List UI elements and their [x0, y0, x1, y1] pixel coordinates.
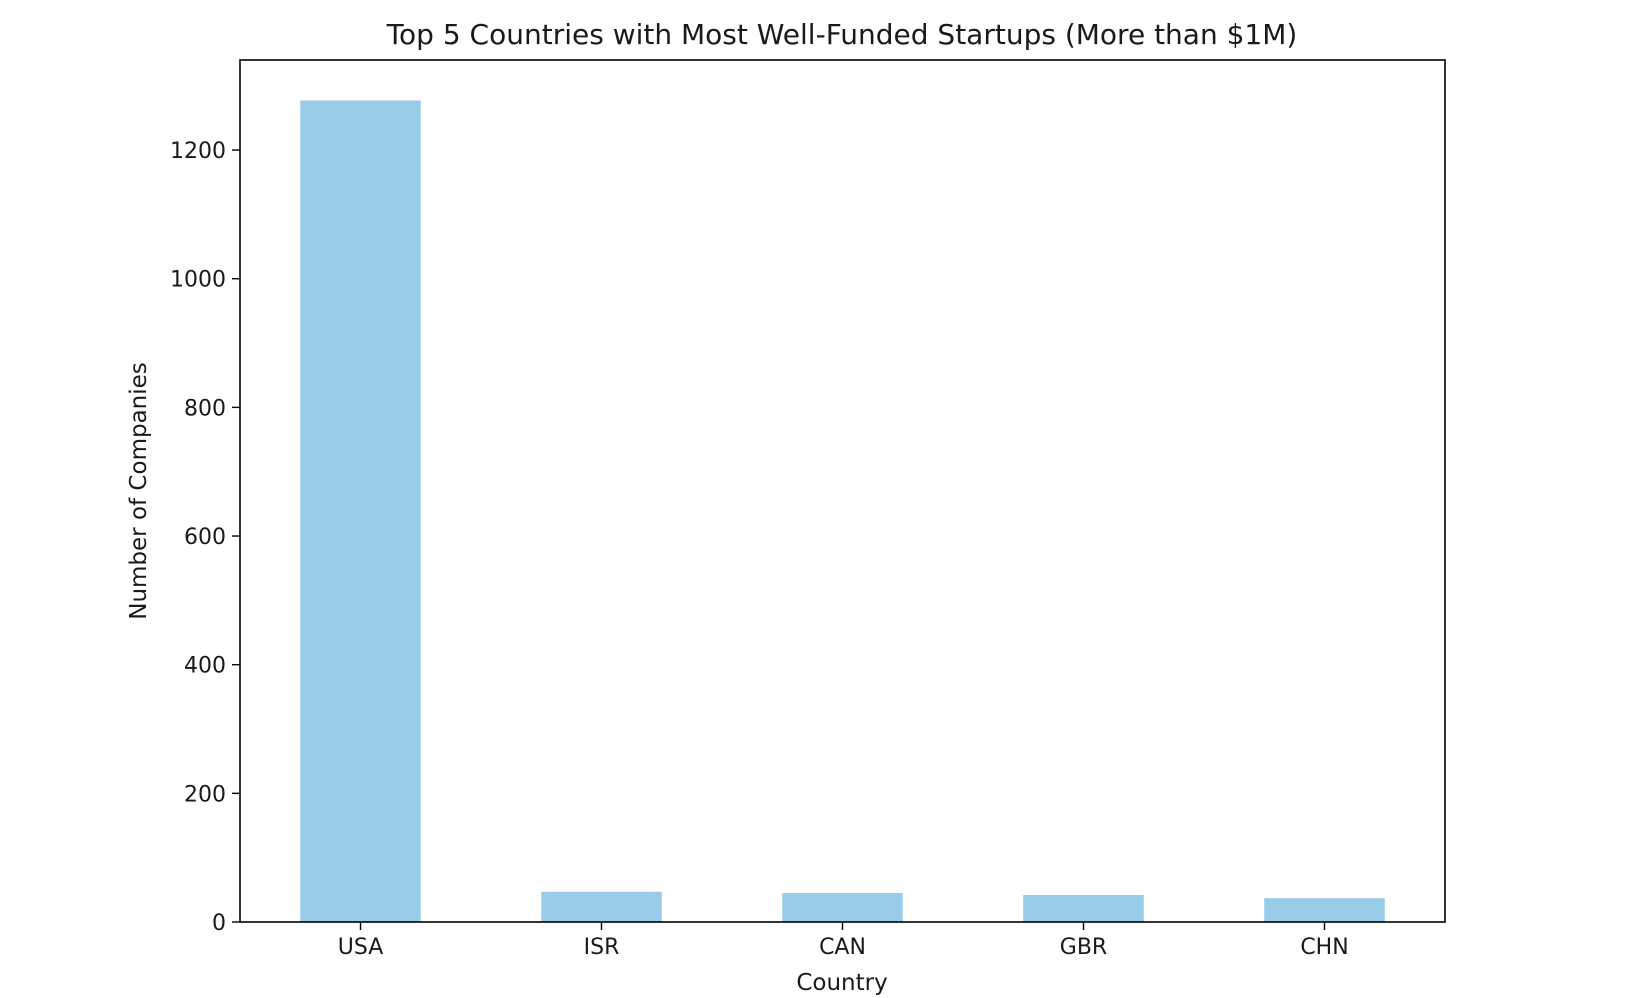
bar-gbr: [1023, 894, 1144, 922]
x-tick-label: ISR: [584, 935, 620, 960]
x-tick-label: CAN: [819, 935, 866, 960]
y-tick-label: 800: [184, 396, 226, 421]
x-axis-ticks: USA ISR CAN GBR CHN: [338, 922, 1349, 960]
y-tick-label: 200: [184, 782, 226, 807]
bars-layer: [300, 100, 1385, 922]
bar-chn: [1264, 898, 1385, 922]
x-tick-label: GBR: [1060, 935, 1107, 960]
x-tick-label: USA: [338, 935, 384, 960]
y-tick-label: 0: [212, 911, 226, 936]
y-tick-label: 1000: [170, 268, 226, 293]
chart-title: Top 5 Countries with Most Well-Funded St…: [386, 18, 1298, 51]
y-tick-label: 400: [184, 654, 226, 679]
x-tick-label: CHN: [1300, 935, 1348, 960]
y-tick-label: 1200: [170, 139, 226, 164]
bar-isr: [541, 891, 662, 922]
plot-frame: [239, 59, 1446, 923]
bar-usa: [300, 100, 421, 922]
bar-can: [782, 893, 903, 922]
y-tick-label: 600: [184, 525, 226, 550]
y-axis-label: Number of Companies: [126, 362, 152, 620]
x-axis-label: Country: [796, 970, 887, 996]
y-axis-ticks: 0 200 400 600 800 1000 1200: [170, 139, 240, 936]
